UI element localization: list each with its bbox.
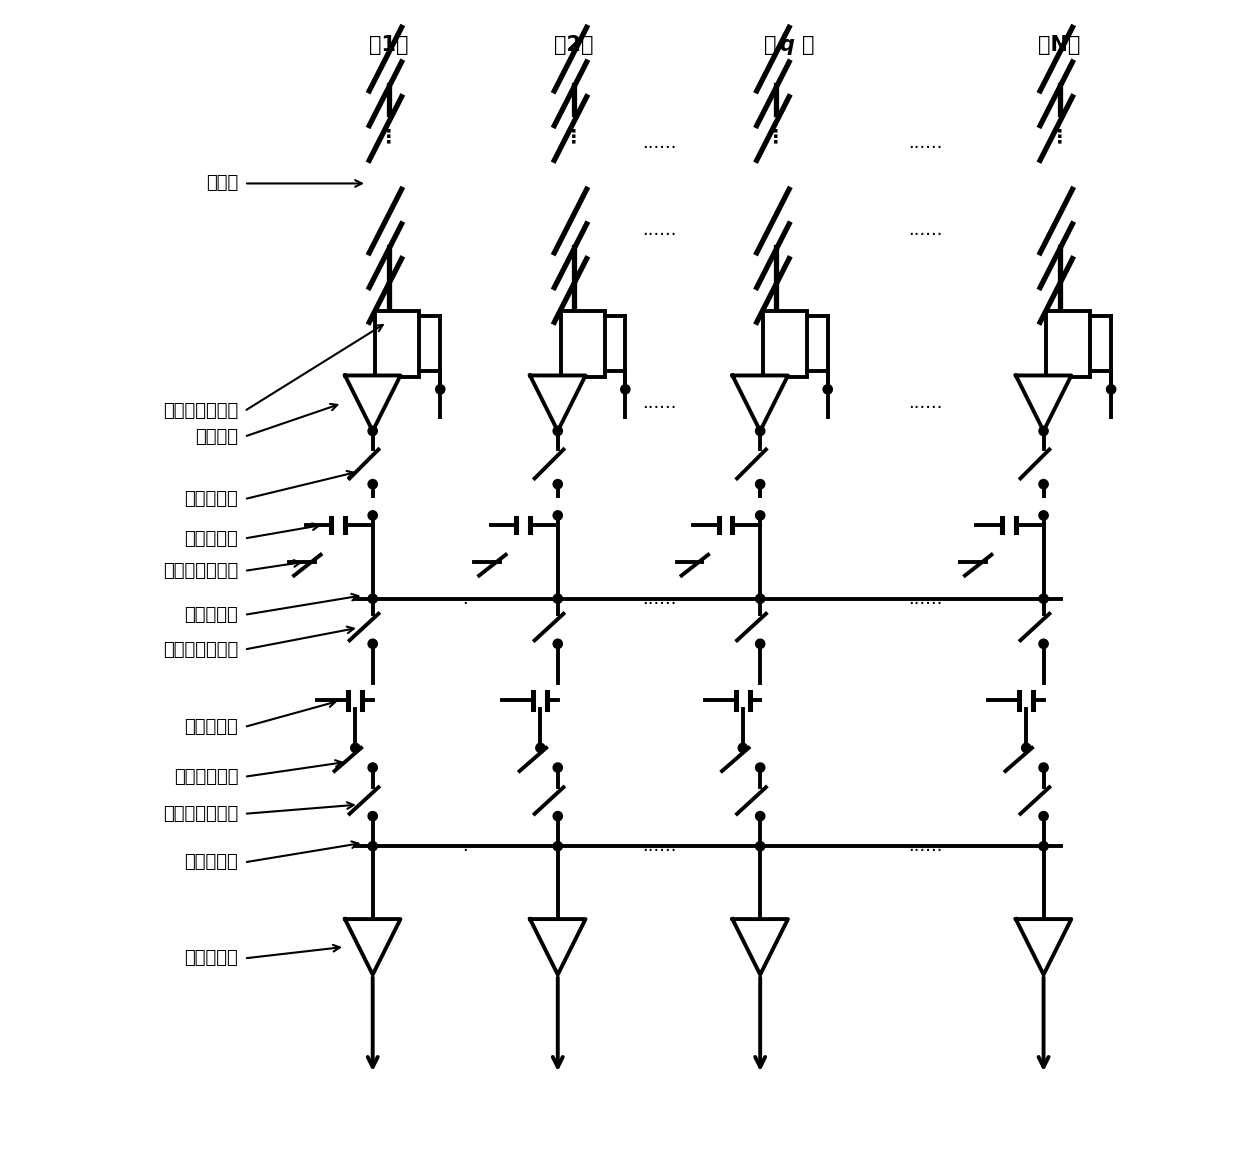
Text: ......: ...... xyxy=(908,134,942,151)
Circle shape xyxy=(536,743,546,753)
Circle shape xyxy=(553,640,563,649)
Circle shape xyxy=(368,812,377,821)
Bar xyxy=(376,311,419,376)
Circle shape xyxy=(755,480,765,489)
Text: ......: ...... xyxy=(642,838,676,855)
Circle shape xyxy=(1039,763,1048,772)
Text: ⋮: ⋮ xyxy=(1050,128,1069,147)
Circle shape xyxy=(823,384,832,394)
Circle shape xyxy=(755,426,765,436)
Circle shape xyxy=(1039,640,1048,649)
Text: ⋮: ⋮ xyxy=(379,128,398,147)
Text: ......: ...... xyxy=(908,838,942,855)
Circle shape xyxy=(1039,510,1048,520)
Circle shape xyxy=(553,763,563,772)
Polygon shape xyxy=(1016,919,1071,975)
Circle shape xyxy=(1039,480,1048,489)
Text: 列总线: 列总线 xyxy=(206,175,238,192)
Circle shape xyxy=(553,480,563,489)
Circle shape xyxy=(368,841,377,850)
Circle shape xyxy=(755,841,765,850)
Text: .: . xyxy=(463,589,469,608)
Circle shape xyxy=(1039,812,1048,821)
Circle shape xyxy=(1022,743,1030,753)
Text: 列: 列 xyxy=(801,35,815,55)
Text: 合并复位开关: 合并复位开关 xyxy=(174,768,238,786)
Text: 列合并输出开关: 列合并输出开关 xyxy=(162,641,238,658)
Circle shape xyxy=(755,594,765,603)
Text: ......: ...... xyxy=(908,589,942,608)
Text: 列合并控制开关: 列合并控制开关 xyxy=(162,562,238,580)
Text: 输出放大器: 输出放大器 xyxy=(185,949,238,967)
Bar xyxy=(1047,311,1090,376)
Circle shape xyxy=(435,384,445,394)
Circle shape xyxy=(755,812,765,821)
Circle shape xyxy=(553,594,563,603)
Circle shape xyxy=(755,510,765,520)
Text: 第1列: 第1列 xyxy=(370,35,408,55)
Polygon shape xyxy=(733,919,787,975)
Text: ......: ...... xyxy=(908,394,942,412)
Circle shape xyxy=(1039,594,1048,603)
Text: ......: ...... xyxy=(642,394,676,412)
Polygon shape xyxy=(345,919,401,975)
Bar xyxy=(763,311,807,376)
Polygon shape xyxy=(1016,375,1071,431)
Circle shape xyxy=(738,743,748,753)
Text: q: q xyxy=(780,35,795,55)
Text: 行合并电容: 行合并电容 xyxy=(185,718,238,736)
Text: 第: 第 xyxy=(764,35,776,55)
Text: ......: ...... xyxy=(642,134,676,151)
Circle shape xyxy=(553,812,563,821)
Text: 行合并控制开关: 行合并控制开关 xyxy=(162,805,238,822)
Text: 列读出复位开关: 列读出复位开关 xyxy=(162,402,238,421)
Circle shape xyxy=(368,640,377,649)
Text: 第2列: 第2列 xyxy=(554,35,594,55)
Circle shape xyxy=(1039,841,1048,850)
Polygon shape xyxy=(529,375,585,431)
Text: ......: ...... xyxy=(642,589,676,608)
Circle shape xyxy=(553,841,563,850)
Text: 行合并总线: 行合并总线 xyxy=(185,854,238,871)
Circle shape xyxy=(755,763,765,772)
Text: 列选通开关: 列选通开关 xyxy=(185,490,238,508)
Text: 第N列: 第N列 xyxy=(1038,35,1081,55)
Text: ......: ...... xyxy=(642,220,676,239)
Polygon shape xyxy=(733,375,787,431)
Bar xyxy=(560,311,605,376)
Circle shape xyxy=(1039,426,1048,436)
Circle shape xyxy=(368,763,377,772)
Circle shape xyxy=(755,640,765,649)
Text: ⋮: ⋮ xyxy=(564,128,584,147)
Circle shape xyxy=(368,594,377,603)
Circle shape xyxy=(553,426,563,436)
Text: 列放大器: 列放大器 xyxy=(195,428,238,446)
Text: ⋮: ⋮ xyxy=(766,128,786,147)
Polygon shape xyxy=(529,919,585,975)
Text: ......: ...... xyxy=(908,220,942,239)
Polygon shape xyxy=(345,375,401,431)
Circle shape xyxy=(621,384,630,394)
Circle shape xyxy=(351,743,360,753)
Circle shape xyxy=(1106,384,1116,394)
Circle shape xyxy=(553,510,563,520)
Circle shape xyxy=(368,480,377,489)
Text: 列合并总线: 列合并总线 xyxy=(185,606,238,624)
Text: 列合并电容: 列合并电容 xyxy=(185,530,238,548)
Text: .: . xyxy=(463,838,469,855)
Circle shape xyxy=(368,510,377,520)
Circle shape xyxy=(368,426,377,436)
